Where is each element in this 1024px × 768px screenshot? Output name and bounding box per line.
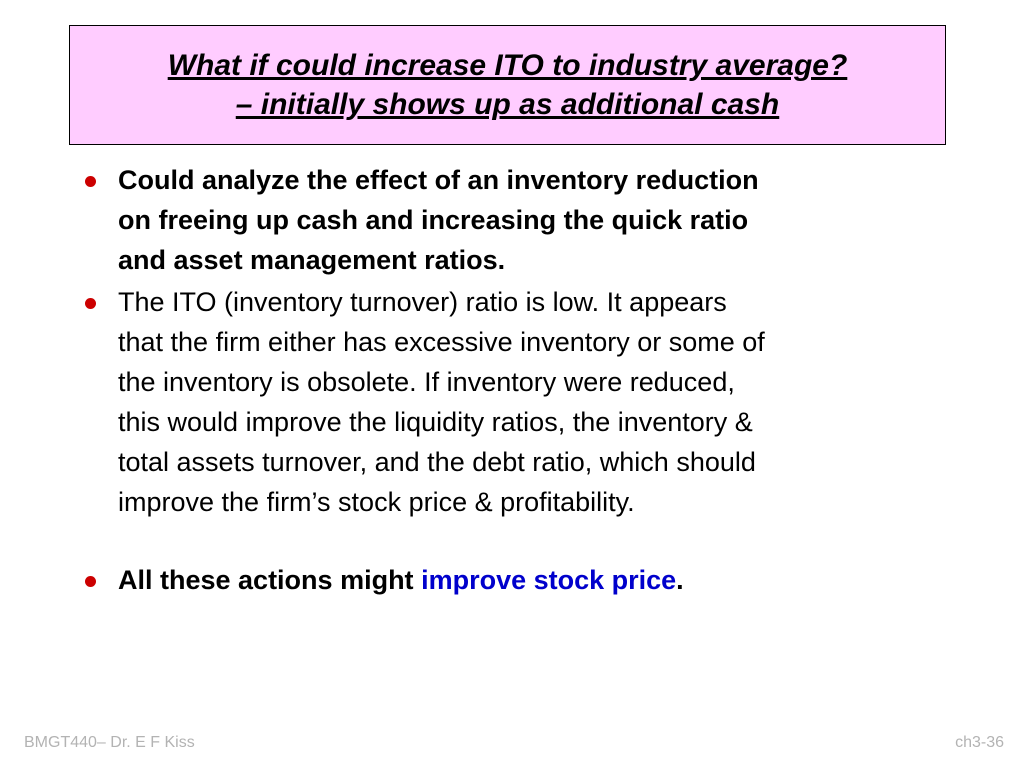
bullet-list: Could analyze the effect of an inventory… bbox=[80, 160, 970, 600]
bullet-dot-icon bbox=[85, 298, 96, 309]
footer-course-label: BMGT440– Dr. E F Kiss bbox=[24, 734, 195, 751]
bullet-1-line-3: and asset management ratios. bbox=[118, 245, 506, 275]
bullet-3-prefix: All these actions might bbox=[118, 565, 422, 595]
bullet-item-1: Could analyze the effect of an inventory… bbox=[80, 160, 970, 280]
bullet-dot-icon bbox=[85, 576, 96, 587]
bullet-3-suffix: . bbox=[676, 565, 684, 595]
bullet-item-3: All these actions might improve stock pr… bbox=[80, 560, 970, 600]
bullet-3-highlight: improve stock price bbox=[421, 565, 677, 595]
bullet-3-line: All these actions might improve stock pr… bbox=[118, 560, 970, 600]
bullet-2-line-1: The ITO (inventory turnover) ratio is lo… bbox=[118, 287, 727, 317]
slide-title-line-1: What if could increase ITO to industry a… bbox=[167, 49, 848, 82]
bullet-2-line-5: total assets turnover, and the debt rati… bbox=[118, 447, 756, 477]
bullet-2-line-4: this would improve the liquidity ratios,… bbox=[118, 407, 753, 437]
footer-slide-number: ch3-36 bbox=[955, 734, 1004, 751]
bullet-1-line-2: on freeing up cash and increasing the qu… bbox=[118, 205, 749, 235]
slide-title-line-2: – initially shows up as additional cash bbox=[235, 88, 780, 121]
bullet-2-line-6: improve the firm’s stock price & profita… bbox=[118, 487, 635, 517]
bullet-2-line-3: the inventory is obsolete. If inventory … bbox=[118, 367, 735, 397]
bullet-2-line-2: that the firm either has excessive inven… bbox=[118, 327, 765, 357]
bullet-item-2: The ITO (inventory turnover) ratio is lo… bbox=[80, 282, 970, 522]
slide-title-box: What if could increase ITO to industry a… bbox=[69, 25, 946, 145]
bullet-1-line-1: Could analyze the effect of an inventory… bbox=[118, 165, 759, 195]
bullet-dot-icon bbox=[85, 176, 96, 187]
